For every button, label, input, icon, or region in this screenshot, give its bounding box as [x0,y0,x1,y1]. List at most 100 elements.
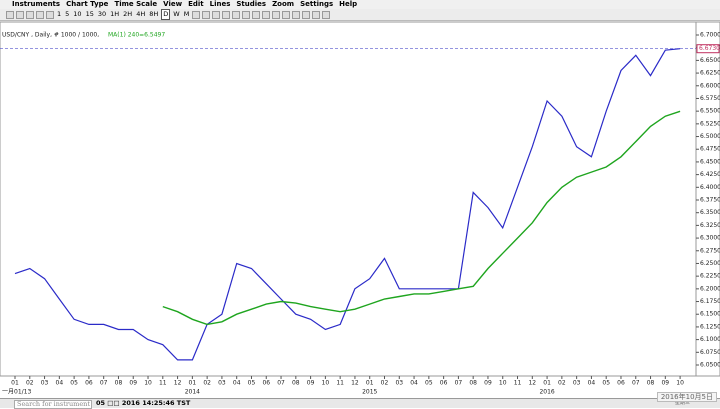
period-button[interactable]: 1 [57,10,62,18]
period-button[interactable]: D [161,9,171,20]
x-tick-label: 10 [322,380,330,387]
x-tick-label: 05 [425,380,433,387]
tool-icon[interactable] [252,10,261,19]
tool-icon[interactable] [292,10,301,19]
start-label: 一月01/13 [2,389,31,396]
y-tick-label: 6.2000 [700,285,720,292]
plot-frame [0,21,697,377]
y-tick-label: 6.6500 [700,57,720,64]
x-tick-label: 12 [351,380,359,387]
period-button[interactable]: 1H [110,10,120,18]
x-tick-label: 03 [395,380,403,387]
y-tick-label: 6.1750 [700,298,720,305]
year-label: 2015 [362,389,377,396]
menu-item[interactable]: Zoom [272,0,295,8]
tool-icon[interactable] [312,10,321,19]
x-tick-label: 10 [499,380,507,387]
tool-icon[interactable] [16,10,24,19]
menu-item[interactable]: Help [339,0,358,8]
clock: 05 □□ 2016 14:25:46 TST [96,399,191,407]
x-tick-label: 04 [233,380,241,387]
tool-icon[interactable] [36,10,44,19]
menu-item[interactable]: Settings [300,0,334,8]
menu-item[interactable]: Chart Type [66,0,109,8]
tool-icon[interactable] [212,10,221,19]
tool-icon[interactable] [322,10,331,19]
tool-icon[interactable] [192,10,201,19]
x-tick-label: 09 [129,380,137,387]
x-tick-label: 01 [189,380,197,387]
y-tick-label: 6.2500 [700,260,720,267]
period-button[interactable]: 5 [65,10,70,18]
period-button[interactable]: W [173,10,180,18]
x-tick-label: 06 [85,380,93,387]
y-tick-label: 6.3250 [700,222,720,229]
menu-item[interactable]: Lines [209,0,231,8]
period-button[interactable]: 30 [97,10,107,18]
current-price-box [696,44,720,54]
period-button[interactable]: 10 [73,10,82,18]
y-tick-label: 6.5000 [700,133,720,140]
x-tick-label: 05 [248,380,256,387]
y-tick-label: 6.6000 [700,82,720,89]
x-tick-label: 04 [56,380,64,387]
legend-main: USD/CNY , Daily, # 1000 / 1000, [2,32,99,39]
tool-icon[interactable] [202,10,211,19]
tool-icon[interactable] [6,10,14,19]
x-tick-label: 03 [218,380,226,387]
tool-icon[interactable] [302,10,311,19]
x-tick-label: 11 [159,380,167,387]
tool-icon[interactable] [232,10,241,19]
x-tick-label: 09 [484,380,492,387]
tool-icon[interactable] [46,10,54,19]
y-tick-label: 6.2750 [700,247,720,254]
menu-item[interactable]: Time Scale [114,0,158,8]
period-button[interactable]: M [183,10,190,18]
y-tick-label: 6.5250 [700,120,720,127]
tool-icon[interactable] [262,10,271,19]
x-tick-label: 02 [381,380,389,387]
tool-icon[interactable] [282,10,291,19]
chart: USD/CNY , Daily, # 1000 / 1000, MA(1) 24… [0,21,720,396]
x-tick-label: 06 [262,380,270,387]
x-tick-label: 12 [528,380,536,387]
period-button[interactable]: 15 [85,10,94,18]
x-tick-label: 08 [292,380,300,387]
menu-item[interactable]: Edit [188,0,204,8]
tool-icon[interactable] [26,10,34,19]
y-tick-label: 6.6250 [700,70,720,77]
series-line [14,48,681,361]
y-tick-label: 6.7000 [700,32,720,39]
tool-icon[interactable] [242,10,251,19]
x-tick-label: 04 [410,380,418,387]
tool-icon[interactable] [272,10,281,19]
x-tick-label: 02 [26,380,34,387]
y-tick-label: 6.4750 [700,146,720,153]
y-tick-label: 6.3750 [700,197,720,204]
y-tick-label: 6.1250 [700,323,720,330]
menu-item[interactable]: Instruments [12,0,61,8]
menu-bar: Instruments Chart Type Time Scale View Edit L… [0,0,720,9]
x-tick-label: 01 [366,380,374,387]
y-tick-label: 6.1000 [700,336,720,343]
x-tick-label: 01 [543,380,551,387]
y-tick-label: 6.0500 [700,362,720,369]
menu-item[interactable]: Studies [236,0,267,8]
menu-item[interactable]: View [163,0,183,8]
y-tick-label: 6.5750 [700,95,720,102]
y-tick-label: 6.2250 [700,273,720,280]
period-button[interactable]: 2H [123,10,133,18]
x-tick-label: 06 [440,380,448,387]
x-tick-label: 09 [661,380,669,387]
toolbar: 1 5 10 15 30 1H 2H 4H 8H D W M [0,9,720,21]
tool-icon[interactable] [222,10,231,19]
legend-ma: MA(1) 240=6.5497 [108,32,165,39]
y-tick-label: 6.4000 [700,184,720,191]
y-tick-label: 6.3000 [700,235,720,242]
x-tick-label: 08 [647,380,655,387]
period-button[interactable]: 4H [136,10,146,18]
weekday: 星期三 [674,400,690,406]
period-button[interactable]: 8H [149,10,159,18]
x-tick-label: 08 [469,380,477,387]
